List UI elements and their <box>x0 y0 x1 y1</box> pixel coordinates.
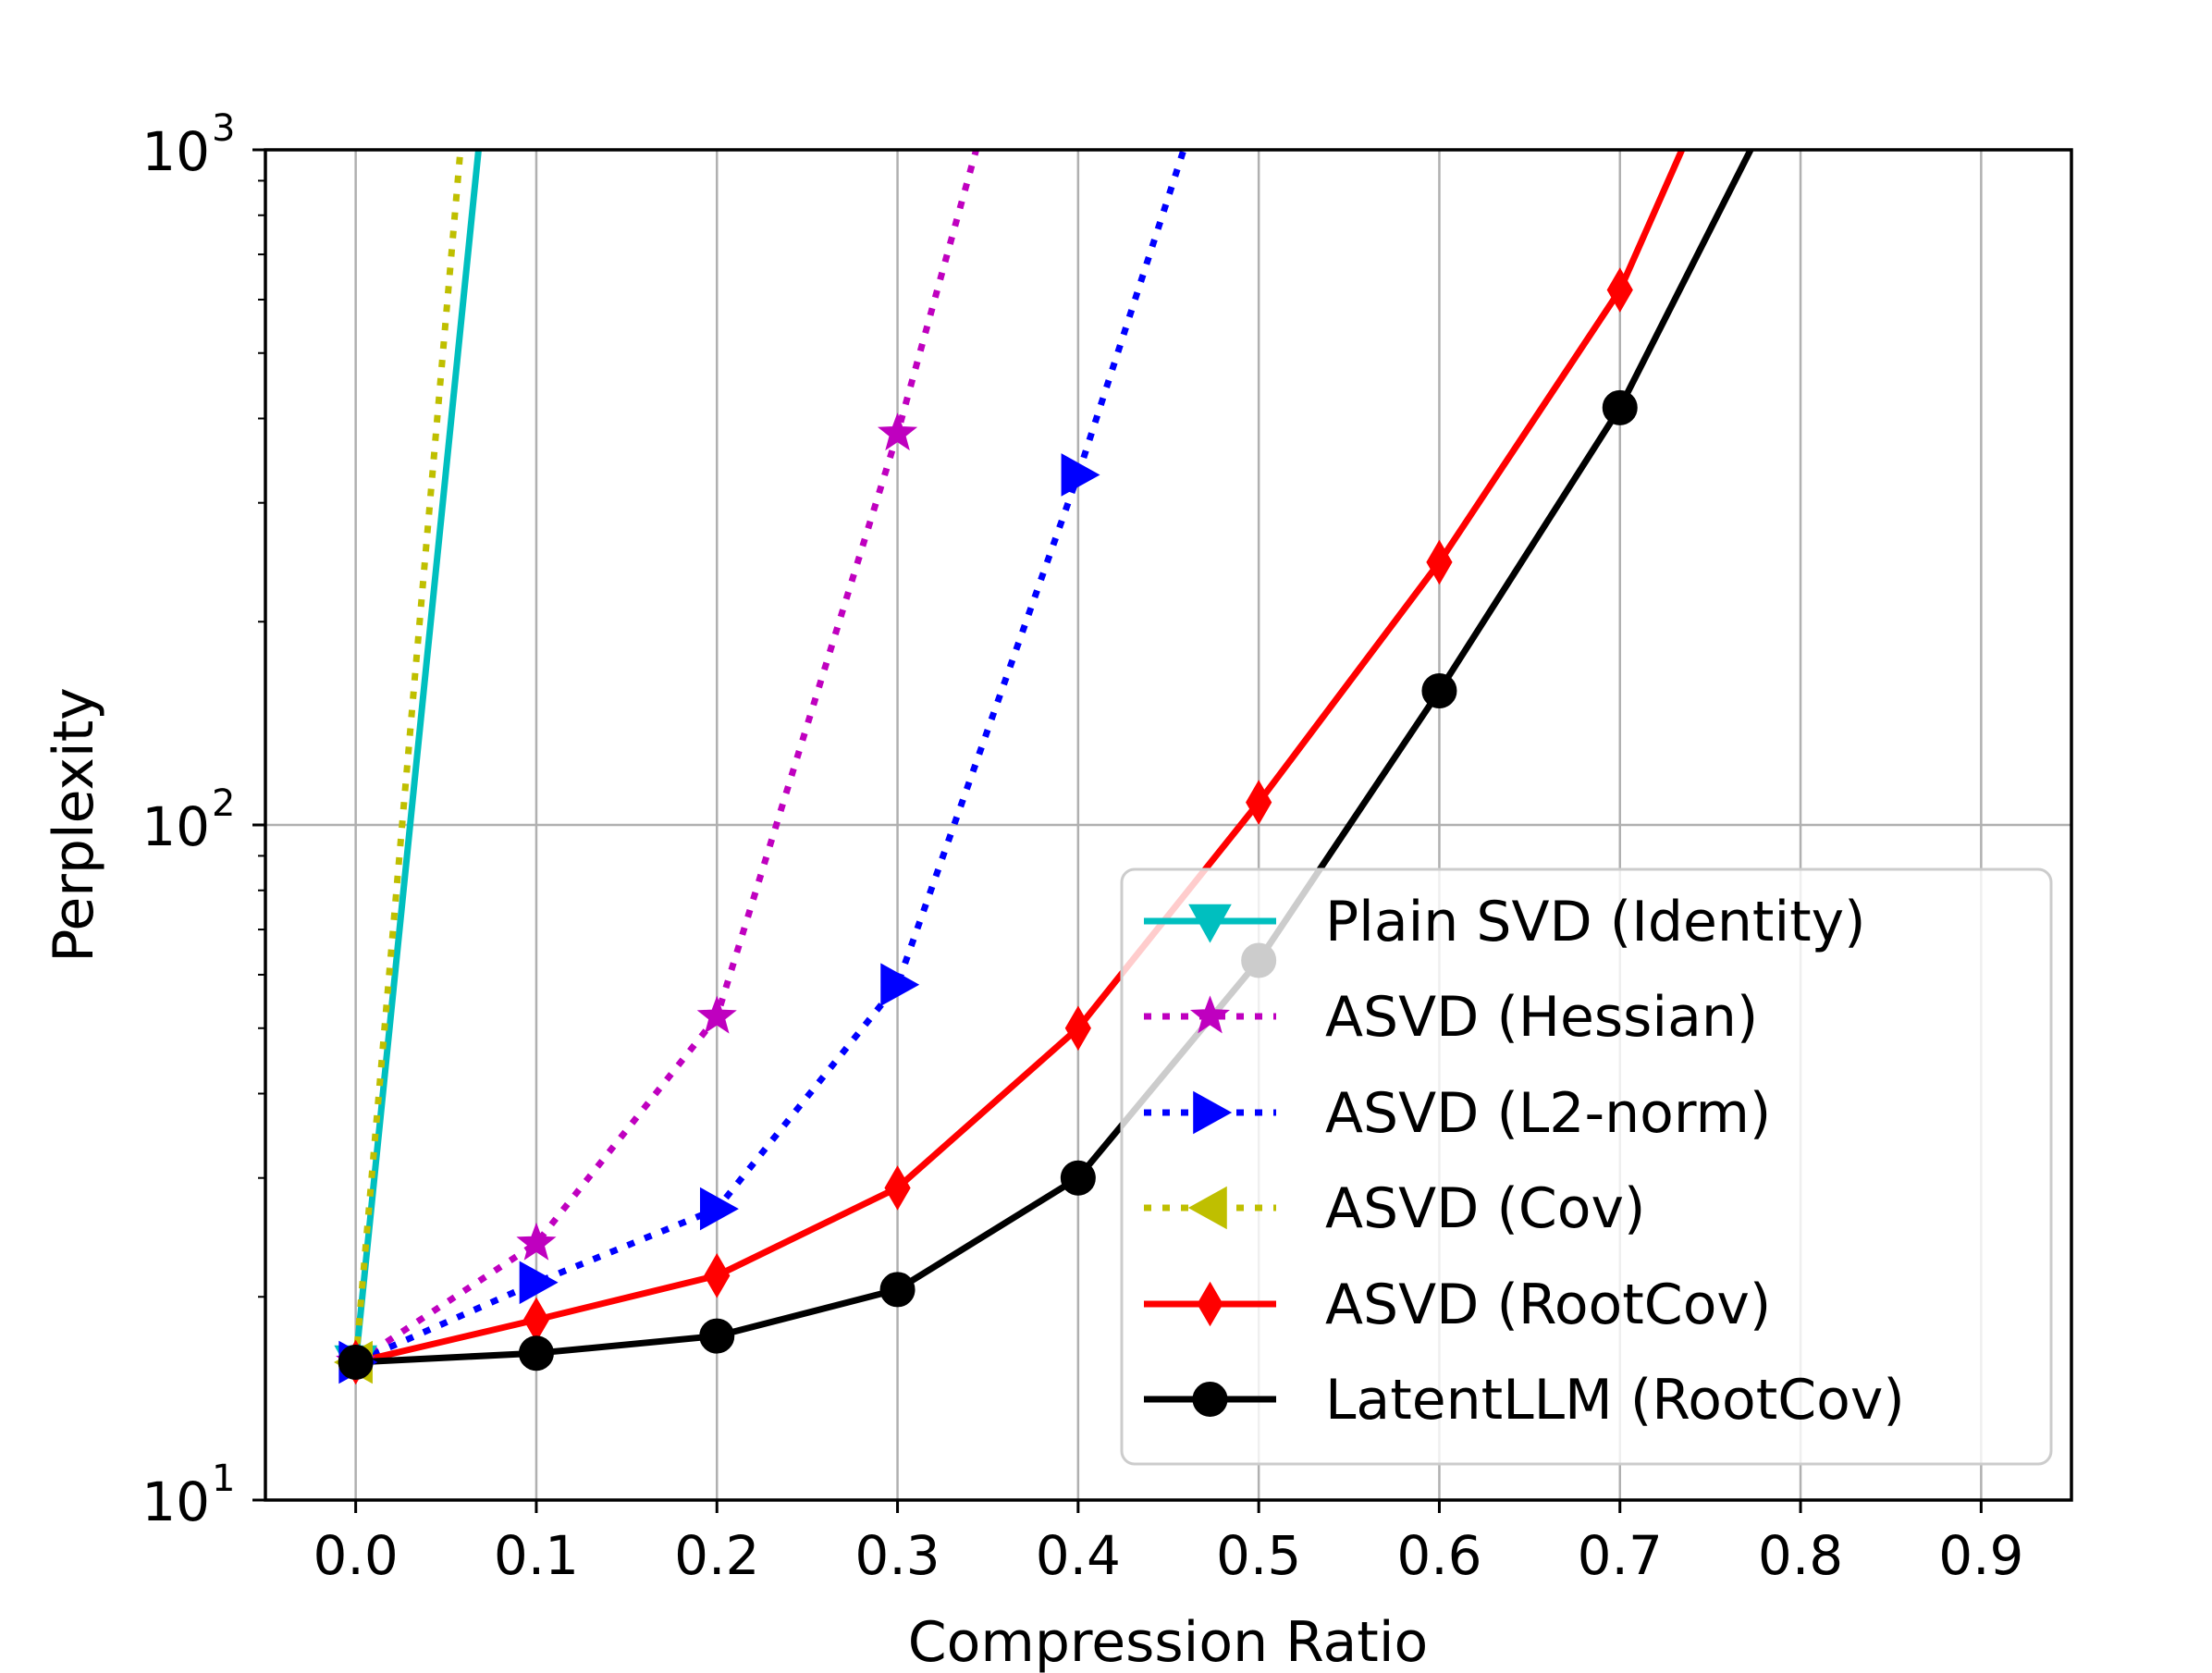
x-tick-label: 0.2 <box>674 1524 759 1587</box>
x-tick-label: 0.7 <box>1578 1524 1663 1587</box>
data-point-latentllm-rootcov <box>699 1318 735 1354</box>
x-axis-label: Compression Ratio <box>908 1610 1428 1673</box>
legend-box <box>1120 867 2053 1466</box>
x-tick-label: 0.0 <box>313 1524 399 1587</box>
data-point-latentllm-rootcov <box>1602 389 1638 425</box>
legend-label-asvd-hessian: ASVD (Hessian) <box>1325 985 1758 1050</box>
y-tick-exponent: 1 <box>212 1458 235 1500</box>
legend-marker-plain-svd-identity <box>1188 904 1232 943</box>
legend-marker-asvd-hessian <box>1189 995 1231 1034</box>
legend-marker-asvd-rootcov <box>1197 1281 1223 1327</box>
x-tick-label: 0.6 <box>1396 1524 1481 1587</box>
series-line-asvd-l2-norm <box>354 150 1187 1366</box>
x-tick-label: 0.8 <box>1758 1524 1843 1587</box>
legend-label-asvd-l2-norm: ASVD (L2-norm) <box>1325 1081 1771 1146</box>
y-tick-label: 10 <box>141 1470 210 1533</box>
data-point-latentllm-rootcov <box>338 1344 374 1380</box>
y-tick-label: 10 <box>141 120 210 183</box>
data-point-asvd-rootcov <box>884 1165 911 1211</box>
data-point-asvd-l2-norm <box>699 1187 739 1231</box>
data-point-asvd-rootcov <box>704 1253 731 1298</box>
legend-label-plain-svd-identity: Plain SVD (Identity) <box>1325 890 1866 954</box>
legend-label-asvd-rootcov: ASVD (RootCov) <box>1325 1273 1771 1337</box>
x-tick-label: 0.3 <box>854 1524 940 1587</box>
data-point-latentllm-rootcov <box>518 1335 554 1372</box>
series-line-plain-svd-identity <box>352 150 482 1363</box>
data-point-asvd-rootcov <box>1246 780 1272 825</box>
legend-marker-asvd-l2-norm <box>1193 1090 1233 1135</box>
data-point-asvd-hessian <box>877 412 918 451</box>
data-point-asvd-hessian <box>516 1222 557 1261</box>
data-point-asvd-rootcov <box>1426 539 1453 585</box>
data-point-asvd-l2-norm <box>880 963 920 1006</box>
x-tick-label: 0.4 <box>1036 1524 1121 1587</box>
y-axis-label: Perplexity <box>42 687 106 962</box>
x-tick-label: 0.1 <box>494 1524 579 1587</box>
legend-label-latentllm-rootcov: LatentLLM (RootCov) <box>1325 1368 1905 1433</box>
legend-label-asvd-cov: ASVD (Cov) <box>1325 1176 1645 1241</box>
y-tick-exponent: 3 <box>212 107 235 150</box>
data-point-latentllm-rootcov <box>879 1272 916 1308</box>
legend: Plain SVD (Identity) ASVD (Hessian) ASVD (… <box>1120 867 2053 1466</box>
x-tick-label: 0.9 <box>1938 1524 2023 1587</box>
data-point-asvd-rootcov <box>1606 267 1633 313</box>
legend-marker-asvd-cov <box>1187 1186 1227 1230</box>
y-tick-exponent: 2 <box>212 782 235 825</box>
data-point-asvd-rootcov <box>1064 1005 1091 1052</box>
y-tick-label: 10 <box>141 795 210 858</box>
data-point-latentllm-rootcov <box>1421 672 1457 708</box>
data-point-asvd-hessian <box>696 995 737 1034</box>
legend-entries: Plain SVD (Identity) ASVD (Hessian) ASVD (… <box>1144 890 1905 1433</box>
data-point-asvd-l2-norm <box>1061 453 1100 497</box>
data-point-latentllm-rootcov <box>1060 1160 1096 1196</box>
x-axis-ticks: 0.0 0.1 0.2 0.3 0.4 0.5 0.6 0.7 0.8 0.9 <box>313 1500 2023 1587</box>
legend-marker-latentllm-rootcov <box>1192 1382 1228 1417</box>
x-tick-label: 0.5 <box>1216 1524 1301 1587</box>
data-point-asvd-l2-norm <box>519 1261 559 1305</box>
